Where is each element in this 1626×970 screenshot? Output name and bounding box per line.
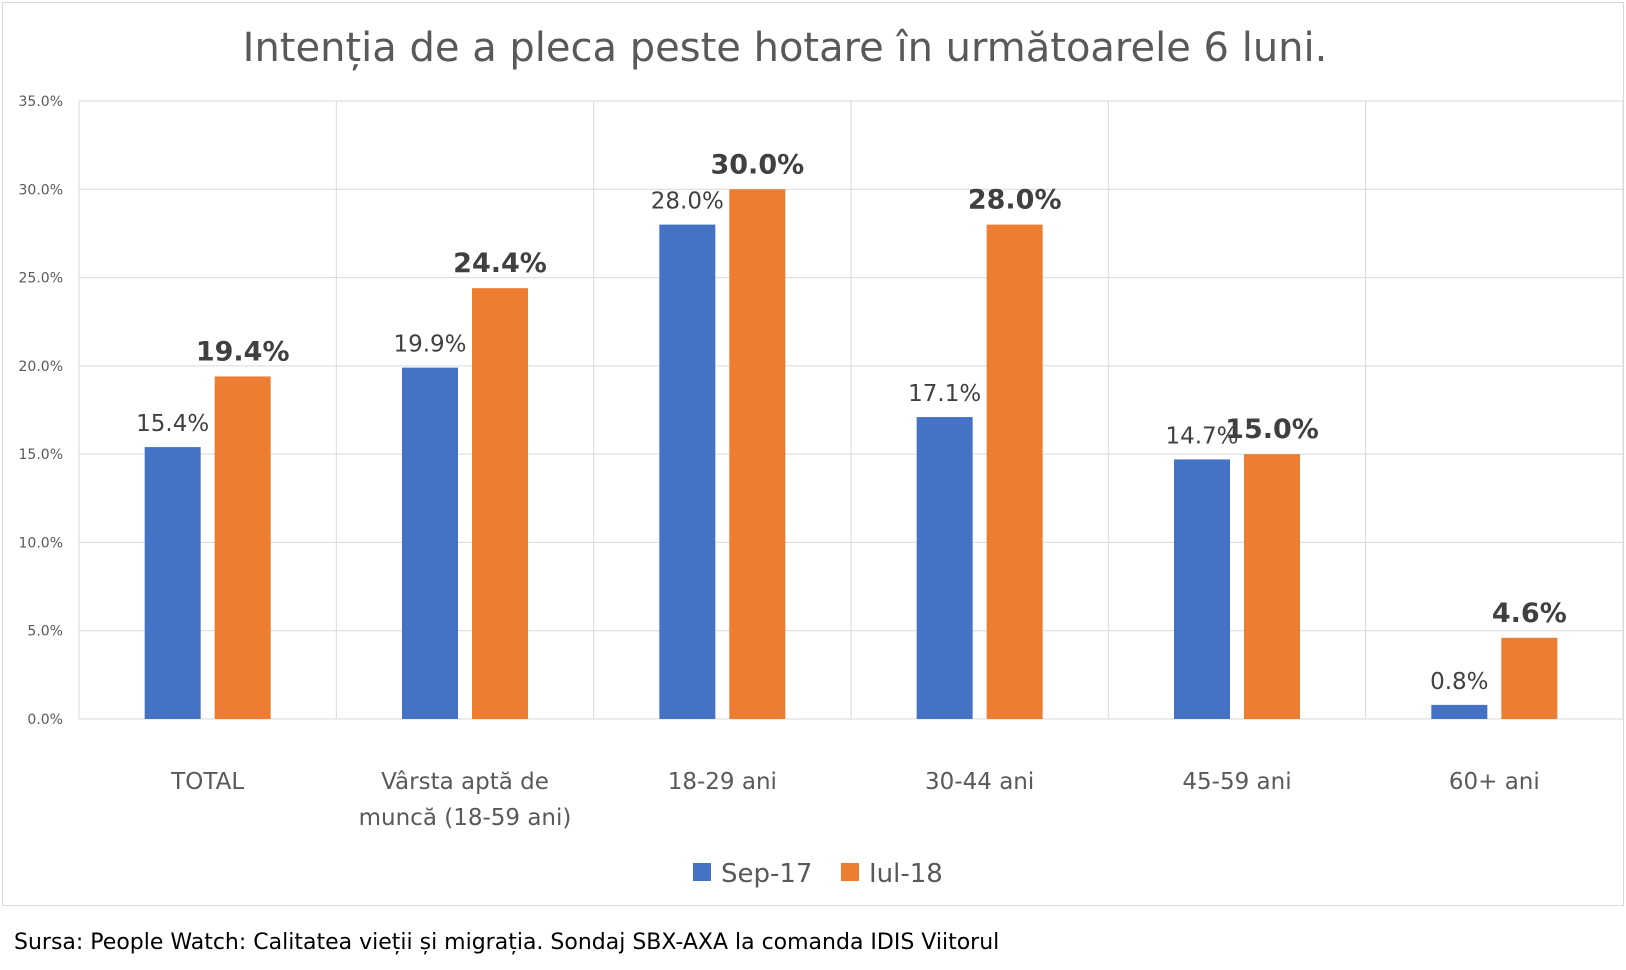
y-tick-label: 20.0%	[19, 359, 63, 375]
data-label: 15.4%	[136, 411, 209, 437]
y-tick-label: 35.0%	[19, 94, 63, 110]
legend-label: Iul-18	[869, 859, 943, 889]
data-label: 28.0%	[651, 189, 724, 215]
y-tick-label: 25.0%	[19, 271, 63, 287]
data-label: 0.8%	[1430, 669, 1488, 695]
y-tick-label: 0.0%	[27, 712, 63, 728]
bar	[402, 367, 458, 719]
chart-title: Intenția de a pleca peste hotare în urmă…	[243, 25, 1328, 71]
bar	[1501, 637, 1558, 719]
bars	[144, 189, 1558, 720]
bar	[472, 288, 528, 719]
data-label: 19.4%	[196, 336, 290, 367]
data-label: 19.9%	[393, 332, 466, 358]
y-tick-label: 30.0%	[19, 182, 63, 198]
x-tick-label: Vârsta aptă de	[381, 769, 549, 795]
data-label: 15.0%	[1225, 414, 1319, 445]
x-tick-label: TOTAL	[170, 769, 244, 795]
x-tick-label: 60+ ani	[1449, 769, 1540, 795]
data-label: 24.4%	[453, 248, 547, 279]
bar	[916, 417, 973, 719]
bar-chart: Intenția de a pleca peste hotare în urmă…	[19, 25, 1624, 889]
y-tick-label: 5.0%	[27, 624, 63, 640]
data-label: 14.7%	[1165, 423, 1238, 449]
bar	[214, 376, 271, 719]
bar	[986, 224, 1043, 719]
legend-swatch	[841, 863, 859, 881]
y-tick-label: 15.0%	[19, 447, 63, 463]
data-label: 17.1%	[908, 381, 981, 407]
bar	[1431, 704, 1488, 719]
bar	[144, 447, 201, 719]
chart-frame: Intenția de a pleca peste hotare în urmă…	[2, 2, 1624, 906]
data-label: 28.0%	[968, 185, 1062, 216]
bar	[729, 189, 786, 720]
x-tick-label: muncă (18-59 ani)	[359, 805, 572, 831]
bar	[659, 224, 716, 719]
x-tick-label: 45-59 ani	[1182, 769, 1291, 795]
x-tick-label: 30-44 ani	[925, 769, 1034, 795]
legend-swatch	[693, 863, 711, 881]
bar	[1244, 454, 1300, 719]
y-axis-ticks: 0.0% 5.0% 10.0% 15.0% 20.0% 25.0% 30.0% 35.0%	[19, 94, 63, 728]
data-label: 4.6%	[1492, 598, 1567, 629]
gridlines	[78, 100, 1624, 720]
source-note: Sursa: People Watch: Calitatea vieții și…	[14, 930, 1000, 955]
bar	[1174, 459, 1230, 719]
y-tick-label: 10.0%	[19, 535, 63, 551]
legend-label: Sep-17	[721, 859, 812, 889]
x-axis-ticks: TOTAL Vârsta aptă de muncă (18-59 ani) 18-2…	[170, 769, 1540, 831]
data-label: 30.0%	[710, 149, 804, 180]
legend: Sep-17 Iul-18	[693, 859, 943, 889]
x-tick-label: 18-29 ani	[668, 769, 777, 795]
data-labels: 15.4% 19.4% 19.9% 24.4% 28.0% 30.0% 17.1% 28.0%…	[136, 149, 1567, 695]
